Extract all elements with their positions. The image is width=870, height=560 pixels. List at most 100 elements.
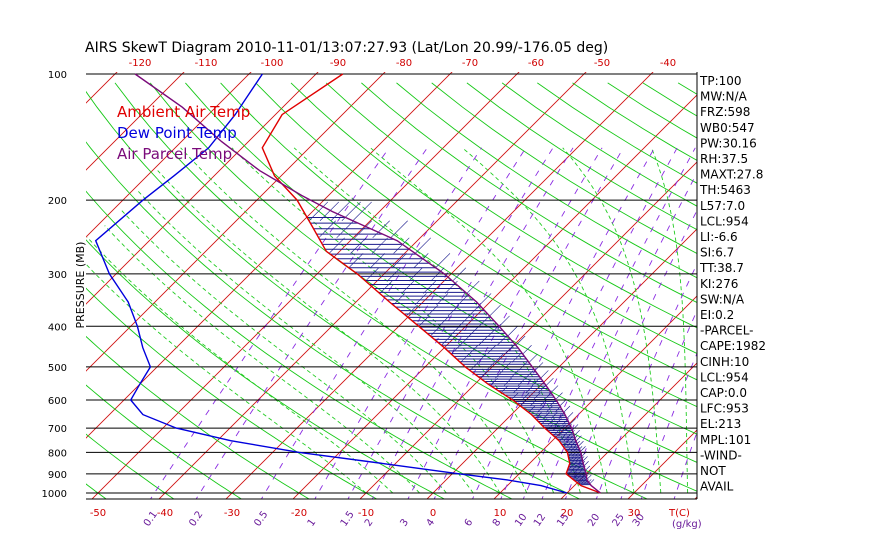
cape-hatch-vline (589, 479, 595, 484)
cape-hatch-vline (459, 335, 470, 346)
isotherm-line (359, 161, 697, 499)
index-entry: AVAIL (700, 480, 734, 494)
cape-hatch-vline (582, 456, 588, 462)
top-temp-tick-label: -40 (660, 58, 676, 69)
moist-adiabat-line (86, 263, 367, 494)
dry-adiabat-line (396, 82, 697, 279)
cape-hatch-vline (571, 465, 577, 471)
mixing-ratio-label: 6 (463, 517, 476, 529)
cape-hatch-vline (370, 253, 386, 268)
cape-hatch-vline (515, 335, 526, 346)
dry-adiabat-line (86, 141, 581, 499)
index-entry: -WIND- (700, 448, 742, 462)
cape-hatch-vline (436, 293, 449, 306)
top-temp-tick-label: -70 (462, 58, 478, 69)
mixing-ratio-unit-label: (g/kg) (672, 519, 702, 530)
mixing-ratio-line (347, 147, 554, 499)
cape-hatch-vline (540, 370, 549, 379)
cape-hatch-vline (566, 412, 574, 419)
mixing-ratio-line (541, 172, 697, 499)
cape-hatch-vline (578, 440, 584, 447)
cape-hatch-vline (468, 326, 480, 337)
index-entry: TP:100 (699, 74, 742, 88)
cape-hatch-vline (572, 474, 578, 480)
cape-hatch-vline (401, 280, 415, 294)
cape-hatch-vline (525, 385, 534, 393)
isotherm-line (86, 72, 453, 439)
index-entry: CAP:0.0 (700, 386, 747, 400)
dry-adiabat-line (86, 190, 513, 499)
isotherm-line (292, 94, 697, 499)
cape-hatch-vline (585, 465, 591, 471)
cape-hatch-vline (447, 304, 460, 317)
cape-hatch-vline (504, 345, 514, 355)
pressure-tick-label: 900 (48, 470, 67, 481)
mixing-ratio-label: 0.2 (187, 509, 205, 528)
bottom-temp-tick-label: -20 (291, 508, 307, 519)
index-entry: KI:276 (700, 277, 738, 291)
mixing-ratio-label: 0.5 (252, 509, 270, 528)
cape-hatch-vline (569, 456, 575, 462)
bottom-temp-tick-label: 0 (430, 508, 436, 519)
index-entry: RH:37.5 (700, 152, 748, 166)
cape-hatch-vline (572, 424, 579, 431)
moist-adiabat-line (562, 147, 662, 494)
isotherm-line (86, 72, 185, 171)
pressure-tick-label: 100 (48, 70, 67, 81)
cape-hatch-vline (567, 435, 574, 442)
mixing-ratio-label: 25 (611, 512, 627, 529)
cape-hatch-vline (576, 474, 582, 480)
moist-adiabat-line (137, 190, 474, 494)
cape-hatch-vline (438, 315, 450, 327)
cape-hatch-vline (544, 392, 552, 400)
cape-hatch-vline (348, 253, 364, 268)
mixing-ratio-line (260, 147, 482, 499)
legend: Ambient Air Temp Dew Point Temp Air Parcel… (117, 103, 250, 163)
cape-hatch-vline (550, 412, 558, 419)
top-temp-tick-label: -50 (594, 58, 610, 69)
cape-hatch-vline (479, 370, 489, 379)
dry-adiabat-line (86, 483, 107, 499)
moist-adiabat-line (157, 170, 501, 494)
isotherm-line (91, 72, 520, 499)
cape-hatch-vline (336, 220, 354, 239)
cape-hatch-vline (495, 370, 504, 379)
profile-line (261, 73, 601, 494)
mixing-ratio-label: 8 (491, 517, 504, 529)
cape-hatch-vline (468, 345, 479, 355)
cape-hatch-vline (563, 405, 571, 413)
bottom-temp-tick-label: 10 (494, 508, 507, 519)
dry-adiabat-line (114, 82, 697, 492)
moist-adiabat-line (86, 236, 394, 494)
cape-hatch-vline (330, 201, 350, 221)
mixing-ratio-label: 4 (425, 517, 438, 529)
cape-hatch-vline (569, 418, 576, 425)
cape-hatch-vline (427, 304, 439, 317)
mixing-ratio-label: 10 (513, 512, 529, 529)
pressure-tick-label: 1000 (42, 489, 67, 500)
cape-hatch-vline (559, 435, 566, 442)
cape-hatch-vline (555, 418, 562, 425)
cape-hatch-vline (540, 418, 548, 425)
cape-hatch-vline (580, 446, 586, 452)
cape-hatch-vline (572, 461, 578, 467)
profile-line (94, 73, 568, 494)
mixing-ratio-line (433, 147, 624, 499)
cape-hatch-vline (372, 220, 390, 239)
cape-hatch-vline (490, 377, 498, 386)
cape-hatch-vline (538, 385, 546, 393)
dry-adiabat-line (290, 82, 697, 355)
dry-adiabat-line (86, 239, 446, 499)
index-entry: SW:N/A (700, 292, 745, 306)
cape-hatch-vline (542, 412, 550, 419)
index-entry: CINH:10 (700, 355, 749, 369)
cape-hatch-vline (537, 405, 544, 413)
dry-adiabat-line (0, 83, 42, 502)
cape-hatch-vline (517, 377, 526, 386)
index-entry: TT:38.7 (699, 261, 744, 275)
index-entry: WB0:547 (700, 121, 755, 135)
cape-hatch-vline (513, 385, 521, 393)
pressure-tick-label: 700 (48, 424, 67, 435)
